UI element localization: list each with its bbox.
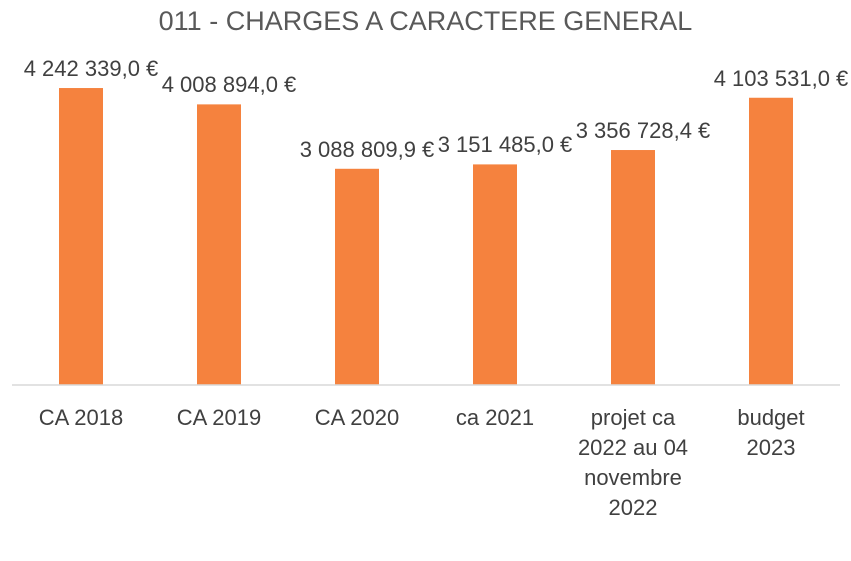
x-tick-label: CA 2019 xyxy=(176,405,262,430)
bar xyxy=(335,168,379,385)
data-label: 4 242 339,0 € xyxy=(23,56,159,82)
x-tick-label: projet ca 2022 au 04 novembre 2022 xyxy=(577,405,689,520)
bar xyxy=(59,88,103,386)
data-label: 3 356 728,4 € xyxy=(575,118,711,144)
bar xyxy=(473,164,517,385)
bar xyxy=(749,97,793,385)
data-label: 4 008 894,0 € xyxy=(161,72,297,98)
data-label: 3 088 809,9 € xyxy=(299,136,435,162)
x-tick-label: CA 2020 xyxy=(314,405,400,430)
x-tick-label: budget 2023 xyxy=(737,405,805,460)
x-tick-label: ca 2021 xyxy=(455,405,535,430)
bar xyxy=(611,150,655,385)
data-label: 3 151 485,0 € xyxy=(437,132,573,158)
bar xyxy=(197,104,241,386)
chart-title: 011 - CHARGES A CARACTERE GENERAL xyxy=(158,6,693,36)
data-label: 4 103 531,0 € xyxy=(713,65,849,91)
x-tick-label: CA 2018 xyxy=(38,405,124,430)
